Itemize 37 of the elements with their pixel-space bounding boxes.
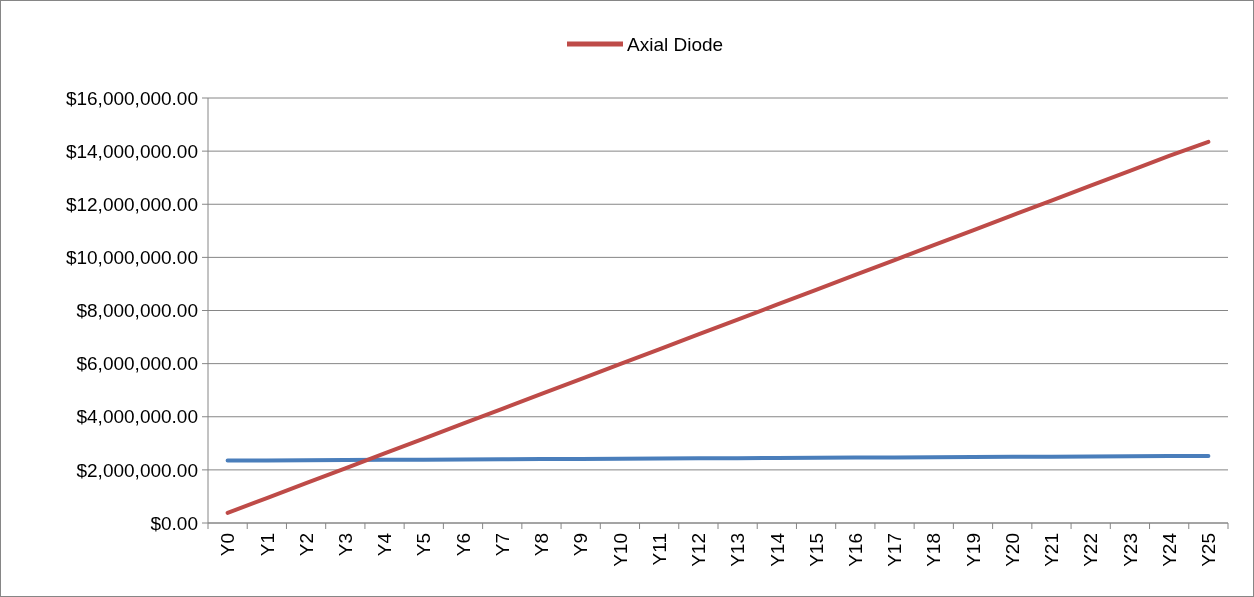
line-series xyxy=(225,139,1211,515)
x-tick-label: Y0 xyxy=(217,533,239,557)
x-tick-label: Y7 xyxy=(491,533,513,557)
x-tick-label: Y18 xyxy=(923,533,945,567)
x-tick-label: Y20 xyxy=(1001,533,1023,567)
x-tick-label: Y11 xyxy=(648,533,670,566)
x-tick-label: Y1 xyxy=(256,533,278,557)
x-tick-label: Y15 xyxy=(805,533,827,567)
y-tick-label: $4,000,000.00 xyxy=(76,406,198,428)
y-tick-label: $14,000,000.00 xyxy=(65,140,198,162)
x-tick-label: Y12 xyxy=(688,533,710,567)
x-tick-label: Y19 xyxy=(962,533,984,567)
x-tick-label: Y6 xyxy=(452,533,474,557)
x-tick-label: Y25 xyxy=(1198,533,1220,567)
y-tick-label: $6,000,000.00 xyxy=(76,353,198,375)
y-tick-label: $2,000,000.00 xyxy=(76,459,198,481)
x-tick-label: Y9 xyxy=(570,533,592,557)
x-tick-label: Y4 xyxy=(374,532,396,557)
x-tick-label: Y10 xyxy=(609,533,631,567)
legend-label: Axial Diode xyxy=(627,33,724,55)
x-tick-label: Y24 xyxy=(1158,532,1180,567)
x-tick-label: Y3 xyxy=(334,533,356,557)
y-tick-label: $16,000,000.00 xyxy=(65,87,198,109)
x-tick-label: Y17 xyxy=(884,533,906,567)
x-tick-label: Y13 xyxy=(727,533,749,567)
y-tick-label: $0.00 xyxy=(150,512,198,534)
x-tick-label: Y21 xyxy=(1041,533,1063,567)
x-tick-label: Y8 xyxy=(531,533,553,557)
x-tick-label: Y5 xyxy=(413,533,435,557)
y-tick-label: $8,000,000.00 xyxy=(76,300,198,322)
x-tick-label: Y14 xyxy=(766,532,788,567)
x-tick-label: Y23 xyxy=(1119,533,1141,567)
x-tick-label: Y22 xyxy=(1080,533,1102,567)
x-tick-label: Y2 xyxy=(295,533,317,557)
y-tick-label: $10,000,000.00 xyxy=(65,247,198,269)
x-tick-label: Y16 xyxy=(844,533,866,567)
y-tick-label: $12,000,000.00 xyxy=(65,193,198,215)
